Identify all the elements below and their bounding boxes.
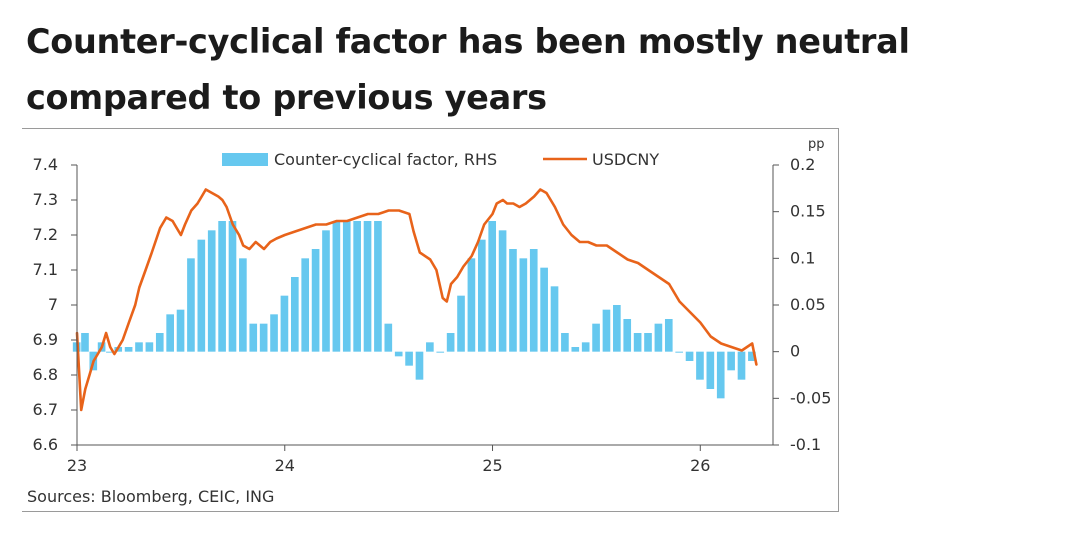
counter-cyclical-bar [571,347,580,352]
counter-cyclical-bar [602,309,611,352]
chart-frame [22,128,839,512]
counter-cyclical-bar [519,258,528,352]
counter-cyclical-bar [644,333,652,352]
counter-cyclical-bar [561,333,569,352]
counter-cyclical-bar [145,342,154,352]
counter-cyclical-bar [218,221,226,352]
counter-cyclical-bar [426,342,434,352]
left-axis-label: 7 [48,295,58,314]
counter-cyclical-bar [498,230,507,352]
counter-cyclical-bar [106,351,114,353]
counter-cyclical-bar [540,267,548,352]
counter-cyclical-bar [197,239,206,352]
left-axis-label: 7.2 [33,225,58,244]
counter-cyclical-bar [187,258,195,352]
counter-cyclical-bar [249,323,258,352]
counter-cyclical-bar [228,221,237,352]
left-axis-label: 7.4 [33,155,58,174]
counter-cyclical-bar [166,314,174,352]
counter-cyclical-bar [176,309,185,352]
counter-cyclical-bar [135,342,143,352]
left-axis-label: 7.1 [33,260,58,279]
right-axis-label: -0.1 [790,435,821,454]
counter-cyclical-bar [405,351,413,366]
right-axis-label: 0.05 [790,295,826,314]
right-axis-label: 0 [790,342,800,361]
chart-title: Counter-cyclical factor has been mostly … [26,22,910,117]
left-axis-label: 6.6 [33,435,58,454]
counter-cyclical-bar [706,351,715,389]
legend-bar-swatch [222,153,268,166]
x-axis-label: 25 [482,456,502,475]
left-axis-label: 6.8 [33,365,58,384]
counter-cyclical-bar [488,221,497,352]
counter-cyclical-bar [239,258,247,352]
counter-cyclical-bar [155,333,164,352]
right-axis-label: 0.15 [790,202,826,221]
counter-cyclical-bar [675,351,683,353]
right-axis-unit: pp [808,137,825,152]
right-axis-label: 0.1 [790,248,815,267]
counter-cyclical-bar [270,314,278,352]
counter-cyclical-bar [415,351,424,380]
counter-cyclical-bar [124,347,133,352]
counter-cyclical-bar [592,323,600,352]
x-axis-label: 26 [690,456,710,475]
x-axis-label: 23 [67,456,87,475]
left-axis-label: 6.7 [33,400,58,419]
counter-cyclical-bar [342,221,351,352]
counter-cyclical-bar [550,286,559,352]
counter-cyclical-bar [623,319,632,352]
counter-cyclical-bar [374,221,382,352]
left-axis-label: 7.3 [33,190,58,209]
counter-cyclical-bar [727,351,735,371]
counter-cyclical-bar [633,333,642,352]
source-note: Sources: Bloomberg, CEIC, ING [27,487,275,506]
counter-cyclical-bar [446,333,455,352]
counter-cyclical-bar [290,277,299,352]
counter-cyclical-bar [613,305,621,352]
x-axis-label: 24 [275,456,295,475]
counter-cyclical-bar [748,351,756,361]
counter-cyclical-bar [207,230,216,352]
counter-cyclical-bar [280,295,289,352]
counter-cyclical-bar [363,221,372,352]
legend-line-label: USDCNY [592,150,659,169]
left-axis-label: 6.9 [33,330,58,349]
usdcny-line [75,188,758,412]
counter-cyclical-bar [384,323,393,352]
counter-cyclical-bar [654,323,663,352]
counter-cyclical-bar [581,342,590,352]
counter-cyclical-bar [716,351,725,399]
counter-cyclical-bar [353,221,361,352]
counter-cyclical-bar [322,230,330,352]
counter-cyclical-bar [394,351,403,357]
counter-cyclical-bar [696,351,704,380]
right-axis-label: -0.05 [790,388,831,407]
legend-bar-label: Counter-cyclical factor, RHS [274,150,497,169]
counter-cyclical-bar [685,351,694,361]
counter-cyclical-bar [477,239,486,352]
counter-cyclical-bar [311,249,320,352]
counter-cyclical-bar [81,333,89,352]
counter-cyclical-bar [332,221,341,352]
counter-cyclical-bar [301,258,310,352]
counter-cyclical-bar [259,323,268,352]
counter-cyclical-bar [509,249,517,352]
right-axis-label: 0.2 [790,155,815,174]
counter-cyclical-bar [529,249,538,352]
counter-cyclical-bar [467,258,476,352]
counter-cyclical-bar [457,295,465,352]
counter-cyclical-bar [664,319,673,352]
counter-cyclical-bar [436,351,445,353]
counter-cyclical-bar [737,351,746,380]
